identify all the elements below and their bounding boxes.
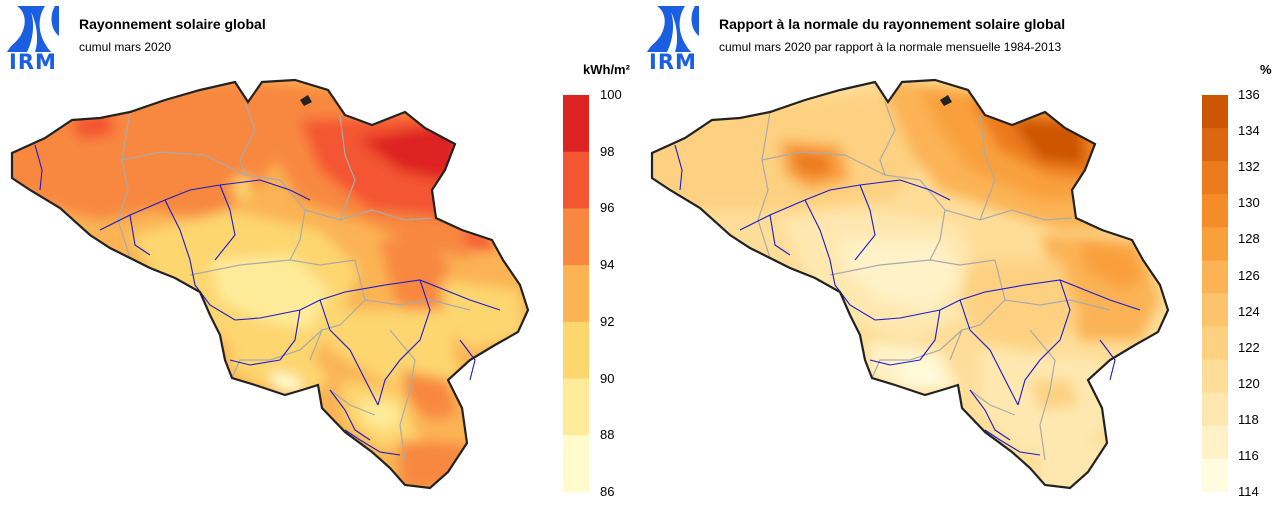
legend-swatch: [1202, 161, 1228, 195]
legend-tick-label: 120: [1238, 375, 1260, 391]
irm-logo-text: IRM: [649, 50, 697, 74]
irm-logo: IRM: [647, 6, 699, 74]
legend-swatch: [1202, 326, 1228, 361]
solar-radiation-panel: IRM Rayonnement solaire global cumul mar…: [7, 6, 630, 499]
ratio-legend: [1202, 95, 1228, 492]
legend-tick-label: 94: [600, 257, 615, 273]
legend-swatch: [563, 208, 589, 266]
legend-tick-label: 122: [1238, 339, 1260, 355]
belgium-radiation-map: [10, 78, 530, 490]
legend-unit: %: [1260, 62, 1272, 77]
legend-swatch: [1202, 359, 1228, 394]
legend-tick-label: 132: [1238, 159, 1260, 175]
legend-swatch: [563, 321, 589, 380]
legend-swatch: [1202, 425, 1228, 460]
legend-swatch: [1202, 227, 1228, 261]
legend-swatch: [1202, 392, 1228, 427]
legend-swatch: [563, 151, 589, 209]
legend-swatch: [563, 265, 589, 323]
legend-tick-label: 86: [600, 484, 615, 499]
legend-tick-label: 136: [1238, 87, 1260, 102]
legend-tick-label: 130: [1238, 195, 1260, 211]
legend-swatch: [563, 435, 589, 492]
legend-swatch: [1202, 293, 1228, 328]
legend-swatch: [1202, 128, 1228, 162]
legend-tick-label: 126: [1238, 267, 1260, 283]
belgium-ratio-map: [650, 78, 1170, 490]
legend-unit: kWh/m²: [583, 62, 630, 77]
legend-tick-label: 90: [600, 370, 615, 386]
map-title: Rayonnement solaire global: [79, 16, 266, 32]
legend-swatch: [1202, 260, 1228, 294]
map-title: Rapport à la normale du rayonnement sola…: [719, 16, 1066, 32]
legend-swatch: [1202, 95, 1228, 129]
legend-tick-label: 92: [600, 313, 615, 329]
legend-tick-label: 114: [1238, 484, 1259, 499]
legend-swatch: [1202, 458, 1228, 492]
legend-tick-label: 98: [600, 143, 615, 159]
irm-logo-text: IRM: [9, 50, 57, 74]
map-subtitle: cumul mars 2020: [79, 40, 172, 54]
irm-logo-mark-icon: [7, 6, 59, 52]
legend-tick-label: 134: [1238, 123, 1260, 139]
legend-swatch: [563, 95, 589, 153]
legend-tick-label: 118: [1238, 411, 1259, 427]
legend-tick-label: 128: [1238, 231, 1260, 247]
radiation-legend: [563, 95, 589, 492]
legend-tick-label: 96: [600, 200, 615, 216]
legend-swatch: [1202, 194, 1228, 228]
irm-logo-mark-icon: [647, 6, 699, 52]
legend-tick-label: 124: [1238, 303, 1260, 319]
map-subtitle: cumul mars 2020 par rapport à la normale…: [719, 40, 1062, 54]
legend-tick-label: 116: [1238, 447, 1259, 463]
legend-tick-label: 100: [600, 87, 622, 102]
irm-logo: IRM: [7, 6, 59, 74]
legend-swatch: [563, 378, 589, 436]
legend-tick-label: 88: [600, 427, 615, 443]
radiation-ratio-panel: IRM Rapport à la normale du rayonnement …: [640, 0, 1280, 507]
